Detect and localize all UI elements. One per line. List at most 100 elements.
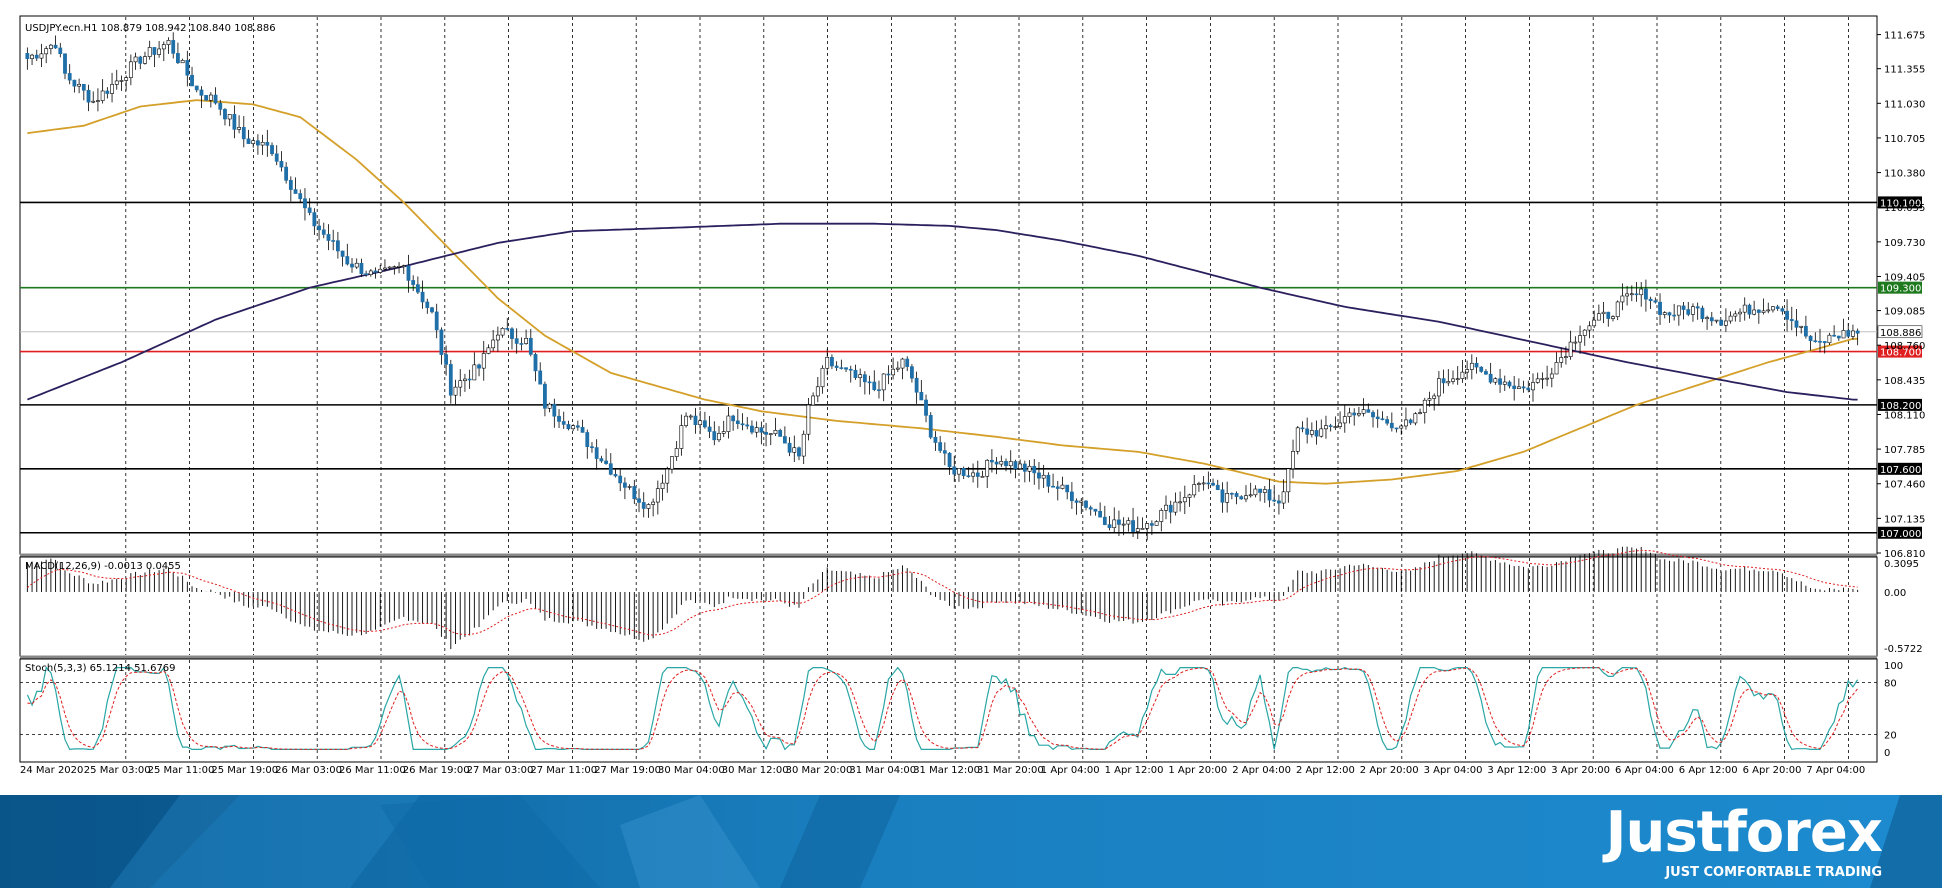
candle-body	[265, 141, 270, 146]
candle-body	[1055, 486, 1060, 489]
time-tick-label: 6 Apr 20:00	[1743, 765, 1802, 776]
candle-body	[1126, 520, 1131, 525]
candle-body	[1596, 313, 1601, 321]
candle-body	[1093, 508, 1098, 512]
candle-body	[1700, 307, 1705, 320]
candle-body	[1229, 493, 1234, 495]
candle-body	[448, 364, 453, 396]
candle-body	[1465, 369, 1470, 373]
candle-body	[872, 381, 877, 390]
candle-body	[637, 498, 641, 503]
candle-body	[1822, 341, 1827, 344]
candle-body	[1658, 301, 1662, 315]
candle-body	[957, 468, 961, 475]
candle-body	[994, 461, 999, 465]
candle-body	[726, 415, 731, 432]
candle-body	[486, 347, 491, 354]
candle-body	[1531, 382, 1535, 391]
candle-body	[961, 468, 966, 477]
candle-body	[735, 420, 740, 425]
candle-body	[1724, 320, 1728, 326]
candle-body	[674, 448, 679, 457]
candle-body	[63, 53, 67, 74]
candle-body	[1088, 507, 1093, 510]
candle-body	[693, 415, 698, 426]
candle-body	[815, 386, 820, 397]
candle-body	[1079, 500, 1084, 503]
candle-body	[1766, 309, 1771, 312]
candle-body	[1121, 523, 1126, 526]
candle-body	[1037, 472, 1041, 479]
candle-body	[303, 198, 307, 209]
candle-body	[627, 486, 632, 488]
candle-body	[557, 415, 561, 422]
price-tick-label: 109.085	[1884, 307, 1925, 318]
level-tag-label: 107.600	[1880, 465, 1921, 476]
candle-body	[223, 109, 227, 120]
candle-body	[1366, 409, 1371, 413]
candle-body	[877, 389, 881, 391]
candle-body	[1794, 320, 1799, 328]
stoch-tick-label: 100	[1884, 661, 1903, 672]
candle-body	[1404, 419, 1408, 427]
candle-body	[425, 301, 430, 308]
time-tick-label: 25 Mar 11:00	[148, 765, 215, 776]
stoch-tick-label: 0	[1884, 748, 1890, 759]
level-tag	[1878, 526, 1922, 539]
time-tick-label: 1 Apr 20:00	[1168, 765, 1227, 776]
candle-body	[1785, 310, 1789, 320]
candle-body	[401, 265, 406, 267]
candle-body	[1418, 412, 1422, 414]
price-tick-label: 111.030	[1884, 99, 1925, 110]
candle-body	[721, 431, 726, 434]
candle-body	[905, 358, 910, 367]
candle-body	[317, 225, 321, 231]
candle-body	[119, 80, 124, 82]
candle-body	[933, 436, 938, 443]
candle-body	[190, 74, 194, 87]
candle-body	[980, 475, 985, 478]
candle-body	[1328, 425, 1333, 427]
candle-body	[1258, 488, 1262, 493]
candle-body	[326, 234, 331, 241]
candle-body	[1145, 523, 1150, 529]
candle-body	[1549, 373, 1554, 379]
level-tag-label: 108.200	[1880, 401, 1921, 412]
time-tick-label: 1 Apr 12:00	[1105, 765, 1164, 776]
time-tick-label: 30 Mar 04:00	[658, 765, 725, 776]
macd-header: MACD(12,26,9) -0.0013 0.0455	[25, 561, 181, 572]
candle-body	[1408, 419, 1413, 424]
candle-body	[48, 44, 53, 49]
candle-body	[392, 266, 397, 269]
candle-body	[881, 373, 886, 391]
candle-body	[491, 339, 496, 349]
candle-body	[1639, 288, 1644, 296]
candle-body	[77, 83, 82, 87]
price-tick-label: 109.405	[1884, 272, 1925, 283]
candle-body	[495, 334, 500, 341]
candle-body	[477, 364, 481, 369]
candle-body	[1074, 500, 1079, 503]
candle-body	[434, 311, 439, 331]
candle-body	[707, 426, 712, 432]
candle-body	[1686, 309, 1691, 315]
candle-body	[1211, 482, 1215, 486]
candle-body	[731, 415, 736, 422]
candle-body	[1780, 308, 1785, 312]
candle-body	[702, 420, 707, 428]
candle-body	[1178, 501, 1183, 504]
stoch-tick-label: 80	[1884, 678, 1897, 689]
candle-body	[632, 486, 637, 500]
candle-body	[472, 364, 477, 381]
candle-body	[1333, 426, 1338, 428]
candle-body	[1004, 461, 1008, 467]
candle-body	[806, 404, 811, 435]
candle-body	[1719, 319, 1724, 326]
candle-body	[1667, 312, 1672, 316]
price-tick-label: 111.355	[1884, 65, 1925, 76]
candle-body	[1347, 412, 1352, 417]
time-tick-label: 6 Apr 12:00	[1679, 765, 1738, 776]
candle-body	[1041, 474, 1046, 479]
candle-body	[81, 83, 86, 91]
time-tick-label: 7 Apr 04:00	[1806, 765, 1865, 776]
